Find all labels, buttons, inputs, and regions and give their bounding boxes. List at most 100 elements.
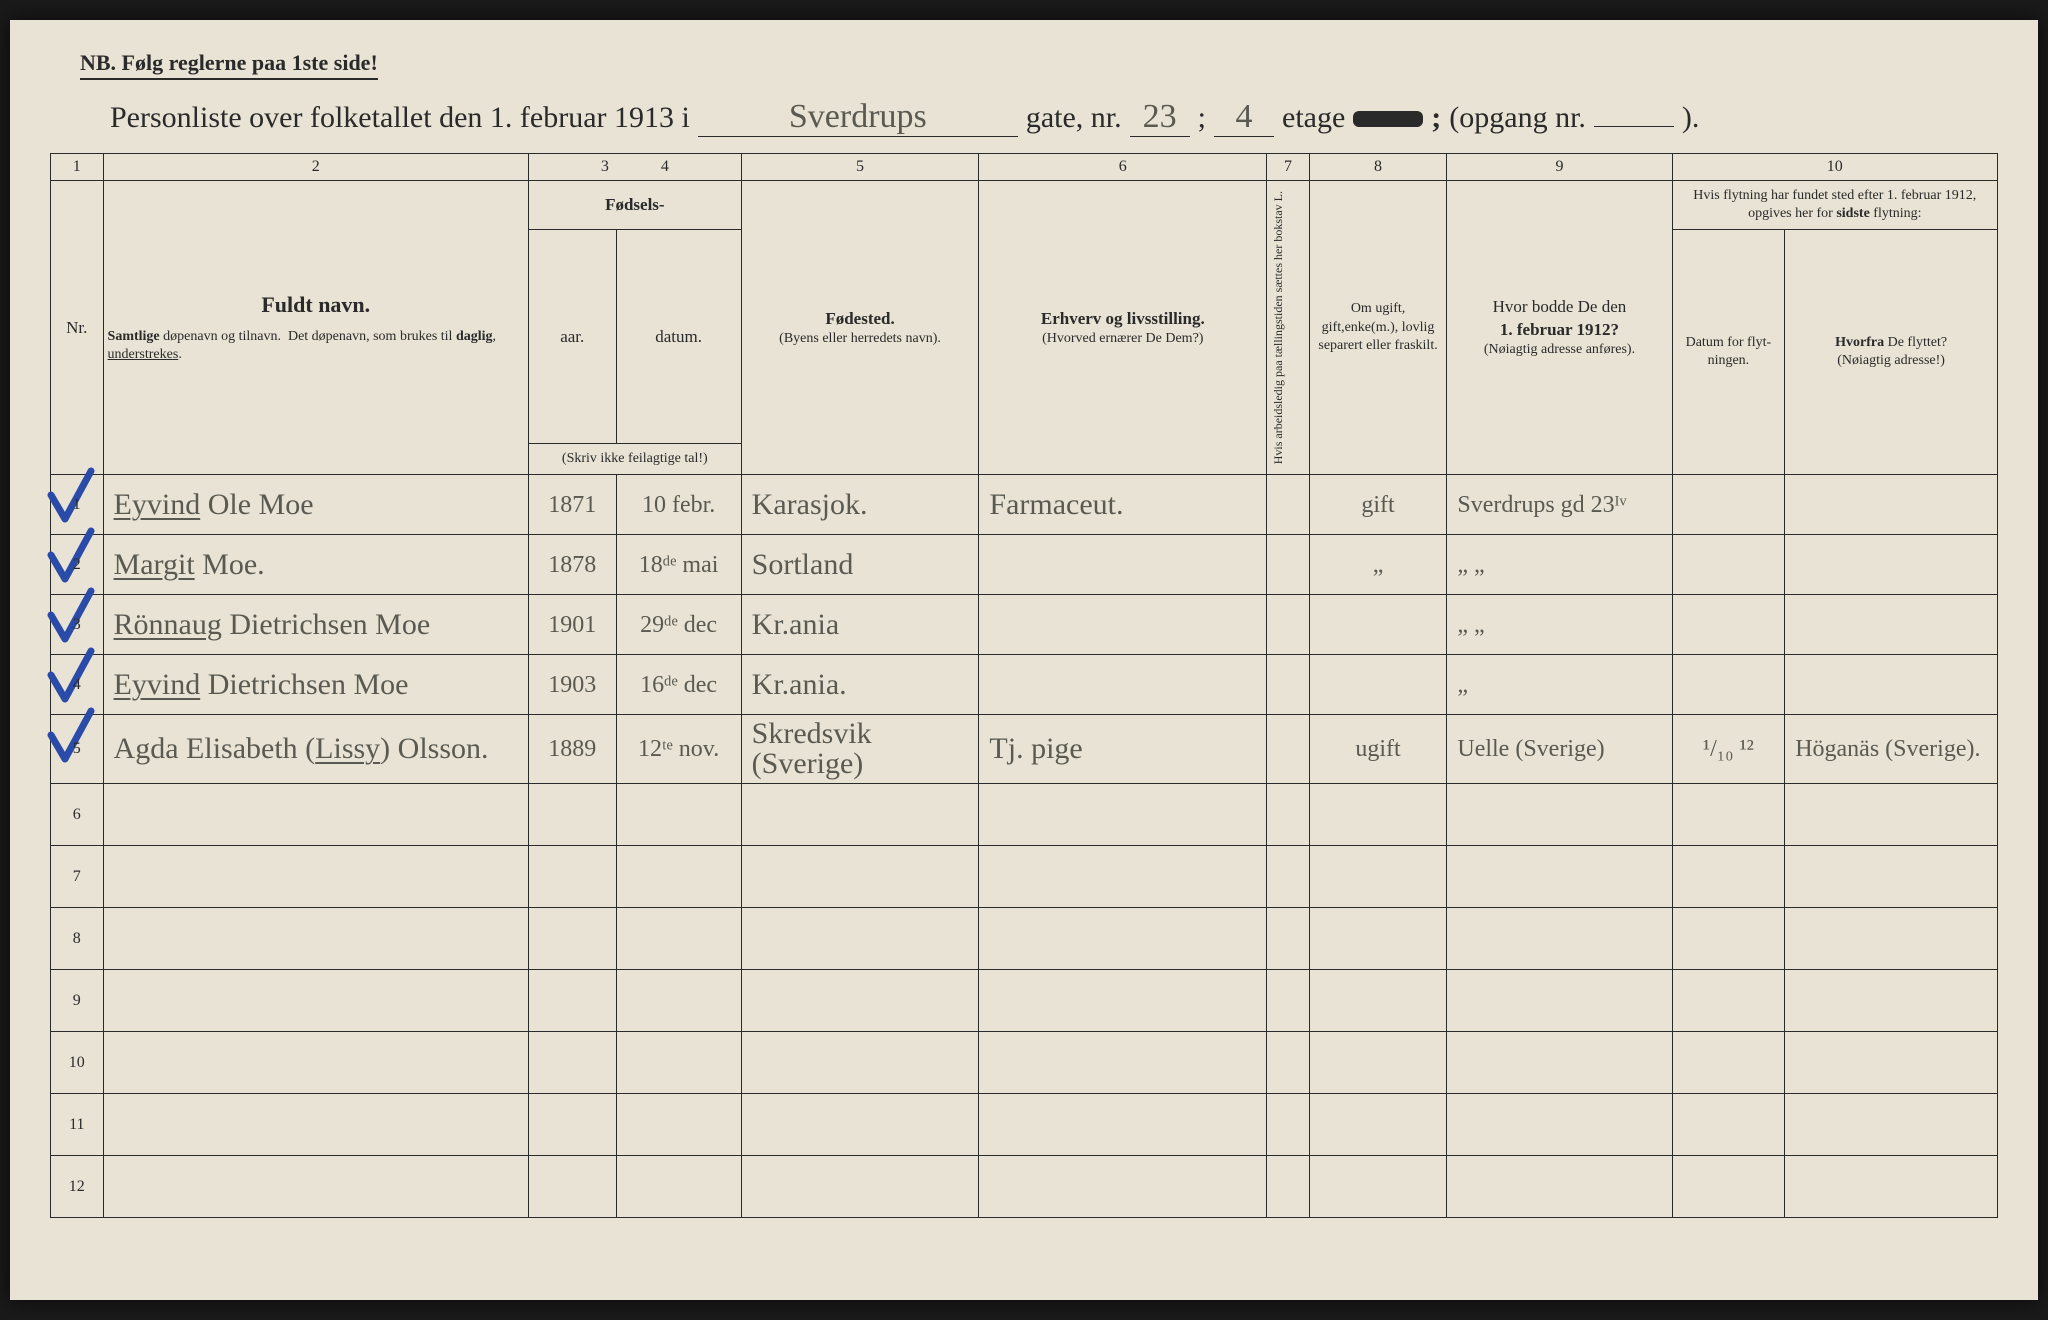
row-birthplace: Kr.ania. bbox=[741, 655, 979, 715]
cell bbox=[1309, 1094, 1447, 1156]
table-row: 5 Agda Elisabeth (Lissy) Olsson. 1889 12… bbox=[51, 715, 1998, 784]
cell bbox=[1309, 846, 1447, 908]
cell bbox=[1447, 1156, 1672, 1218]
cell bbox=[979, 846, 1267, 908]
hdr-birth-note: (Skriv ikke feilagtige tal!) bbox=[528, 444, 741, 475]
cell bbox=[103, 908, 528, 970]
row-nr: 2 bbox=[51, 535, 104, 595]
cell bbox=[1447, 784, 1672, 846]
row-col10a bbox=[1672, 655, 1785, 715]
row-date: 18ᵈᵉ mai bbox=[616, 535, 741, 595]
hdr-name-title: Fuldt navn. bbox=[108, 291, 524, 320]
cell bbox=[1267, 784, 1310, 846]
cell bbox=[1309, 1032, 1447, 1094]
cell bbox=[1672, 908, 1785, 970]
cell bbox=[528, 970, 616, 1032]
row-nr: 7 bbox=[51, 846, 104, 908]
table-row: 3 Rönnaug Dietrichsen Moe 1901 29ᵈᵉ dec … bbox=[51, 595, 1998, 655]
row-occupation: Tj. pige bbox=[979, 715, 1267, 784]
colnum-5: 5 bbox=[741, 154, 979, 181]
row-nr: 11 bbox=[51, 1094, 104, 1156]
cell bbox=[1309, 784, 1447, 846]
row-col10b bbox=[1785, 595, 1998, 655]
row-occupation: Farmaceut. bbox=[979, 475, 1267, 535]
hdr-name: Fuldt navn. Samtlige døpenavn og tilnavn… bbox=[103, 181, 528, 475]
table-row-empty: 8 bbox=[51, 908, 1998, 970]
table-row-empty: 6 bbox=[51, 784, 1998, 846]
cell bbox=[1785, 1094, 1998, 1156]
table-row: 4 Eyvind Dietrichsen Moe 1903 16ᵈᵉ dec K… bbox=[51, 655, 1998, 715]
cell bbox=[1785, 908, 1998, 970]
row-col8: „ bbox=[1309, 535, 1447, 595]
cell bbox=[616, 846, 741, 908]
row-nr: 4 bbox=[51, 655, 104, 715]
header-row-1: Nr. Fuldt navn. Samtlige døpenavn og til… bbox=[51, 181, 1998, 230]
cell bbox=[1672, 846, 1785, 908]
row-birthplace: Kr.ania bbox=[741, 595, 979, 655]
hdr-birthplace-title: Fødested. bbox=[825, 309, 894, 328]
cell bbox=[1447, 970, 1672, 1032]
hdr-col10-top: Hvis flytning har fundet sted efter 1. f… bbox=[1672, 181, 1997, 230]
cell bbox=[1267, 1032, 1310, 1094]
cell bbox=[979, 1094, 1267, 1156]
cell bbox=[528, 1094, 616, 1156]
cell bbox=[1672, 1032, 1785, 1094]
row-col9: Sverdrups gd 23ᴵᵛ bbox=[1447, 475, 1672, 535]
cell bbox=[1447, 908, 1672, 970]
cell bbox=[1785, 846, 1998, 908]
table-row-empty: 9 bbox=[51, 970, 1998, 1032]
etage-label: etage bbox=[1282, 101, 1345, 135]
cell bbox=[741, 1156, 979, 1218]
colnum-1: 1 bbox=[51, 154, 104, 181]
row-col10a: ¹/₁₀ ¹² bbox=[1672, 715, 1785, 784]
row-name: Agda Elisabeth (Lissy) Olsson. bbox=[103, 715, 528, 784]
nb-instruction: NB. Følg reglerne paa 1ste side! bbox=[80, 50, 378, 80]
cell bbox=[1785, 970, 1998, 1032]
cell bbox=[1447, 1094, 1672, 1156]
colnum-9: 9 bbox=[1447, 154, 1672, 181]
cell bbox=[1309, 970, 1447, 1032]
hdr-birthplace: Fødested. (Byens eller herredets navn). bbox=[741, 181, 979, 475]
cell bbox=[979, 908, 1267, 970]
row-col7 bbox=[1267, 475, 1310, 535]
hdr-birth-group: Fødsels- bbox=[528, 181, 741, 230]
hdr-col9-sub: (Nøiagtig adresse anføres). bbox=[1451, 341, 1667, 359]
hdr-col8: Om ugift, gift,enke(m.), lovlig separert… bbox=[1309, 181, 1447, 475]
cell bbox=[741, 970, 979, 1032]
table-row-empty: 10 bbox=[51, 1032, 1998, 1094]
hdr-birthplace-sub: (Byens eller herredets navn). bbox=[746, 330, 975, 348]
row-name: Margit Moe. bbox=[103, 535, 528, 595]
row-col10a bbox=[1672, 535, 1785, 595]
struck-word bbox=[1353, 111, 1423, 127]
row-col8 bbox=[1309, 595, 1447, 655]
row-nr: 6 bbox=[51, 784, 104, 846]
row-nr: 12 bbox=[51, 1156, 104, 1218]
cell bbox=[616, 908, 741, 970]
cell bbox=[616, 970, 741, 1032]
colnum-8: 8 bbox=[1309, 154, 1447, 181]
cell bbox=[979, 1156, 1267, 1218]
cell bbox=[1785, 1032, 1998, 1094]
semicolon: ; bbox=[1198, 101, 1206, 135]
cell bbox=[1309, 1156, 1447, 1218]
row-col9: Uelle (Sverige) bbox=[1447, 715, 1672, 784]
cell bbox=[616, 1156, 741, 1218]
cell bbox=[741, 1094, 979, 1156]
row-col7 bbox=[1267, 655, 1310, 715]
row-col10b bbox=[1785, 655, 1998, 715]
form-title-line: Personliste over folketallet den 1. febr… bbox=[110, 98, 1998, 137]
cell bbox=[528, 1032, 616, 1094]
row-col7 bbox=[1267, 715, 1310, 784]
row-occupation bbox=[979, 535, 1267, 595]
row-date: 29ᵈᵉ dec bbox=[616, 595, 741, 655]
cell bbox=[616, 784, 741, 846]
cell bbox=[741, 908, 979, 970]
row-col9: „ „ bbox=[1447, 595, 1672, 655]
row-year: 1871 bbox=[528, 475, 616, 535]
row-occupation bbox=[979, 595, 1267, 655]
cell bbox=[528, 784, 616, 846]
cell bbox=[1267, 846, 1310, 908]
cell bbox=[741, 846, 979, 908]
cell bbox=[1785, 1156, 1998, 1218]
row-year: 1889 bbox=[528, 715, 616, 784]
